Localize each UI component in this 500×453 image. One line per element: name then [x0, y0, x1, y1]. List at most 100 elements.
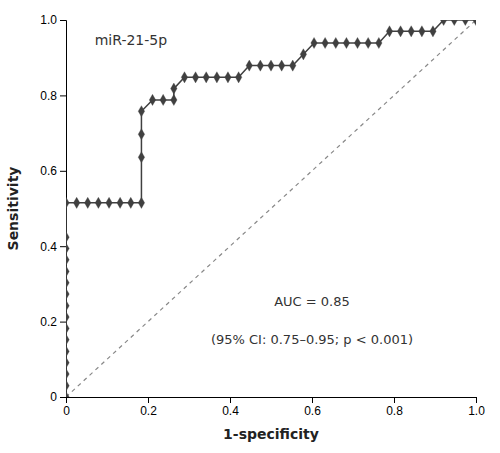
- marker: [149, 94, 155, 105]
- tick-label: 0.6: [40, 164, 57, 178]
- marker: [128, 197, 134, 208]
- marker: [66, 357, 69, 368]
- marker: [419, 26, 425, 37]
- tick: 1.0: [468, 397, 485, 418]
- marker: [257, 60, 263, 71]
- marker: [430, 26, 436, 37]
- marker: [66, 288, 69, 299]
- tick: 0: [50, 390, 66, 404]
- marker: [192, 72, 198, 83]
- marker: [376, 37, 382, 48]
- marker: [440, 20, 446, 26]
- tick-label: 1.0: [40, 13, 57, 27]
- marker: [95, 197, 101, 208]
- marker: [138, 106, 144, 117]
- tick: 0.6: [40, 164, 66, 178]
- marker: [386, 26, 392, 37]
- marker: [66, 334, 69, 345]
- marker: [85, 197, 91, 208]
- marker: [106, 197, 112, 208]
- tick-mark: [60, 20, 66, 21]
- tick: 0.2: [40, 315, 66, 329]
- tick: 0.4: [40, 240, 66, 254]
- marker: [66, 380, 69, 391]
- marker: [66, 266, 69, 277]
- marker: [451, 20, 457, 26]
- tick: 1.0: [40, 13, 66, 27]
- axis-domain: [60, 21, 67, 398]
- marker: [160, 94, 166, 105]
- annotation: miR-21-5p: [95, 32, 168, 48]
- tick-mark: [60, 95, 66, 96]
- marker: [235, 72, 241, 83]
- marker: [66, 323, 69, 334]
- marker: [408, 26, 414, 37]
- tick: 0.4: [222, 397, 239, 418]
- marker: [203, 72, 209, 83]
- tick: 0.2: [140, 397, 157, 418]
- marker: [66, 311, 69, 322]
- marker: [66, 243, 69, 254]
- series: [66, 20, 476, 397]
- tick-mark: [148, 397, 149, 403]
- annotations: miR-21-5p AUC = 0.85 (95% CI: 0.75–0.95; p…: [95, 32, 413, 346]
- series: [66, 20, 476, 397]
- marker: [268, 60, 274, 71]
- tick: 0: [63, 397, 70, 418]
- plot-area: 0 0.2 0.4 0.6 0.8 1.0 0 0.2 0.4 0.6 0.8 1.0 miR-21-5…: [40, 13, 485, 417]
- tick-mark: [60, 397, 66, 398]
- marker: [343, 37, 349, 48]
- x-axis-title: 1-specificity: [223, 426, 319, 442]
- tick-mark: [60, 322, 66, 323]
- marks: [66, 20, 476, 397]
- axis-domain: [67, 398, 477, 404]
- tick-mark: [230, 397, 231, 403]
- y-axis-title: Sensitivity: [5, 167, 21, 251]
- line: [66, 20, 476, 397]
- marker: [138, 152, 144, 163]
- marker: [290, 60, 296, 71]
- tick: 0.6: [304, 397, 321, 418]
- marker: [171, 94, 177, 105]
- marker: [66, 391, 69, 397]
- marker: [333, 37, 339, 48]
- marker: [117, 197, 123, 208]
- line: [66, 20, 476, 397]
- tick-label: 0: [63, 404, 70, 418]
- tick-mark: [394, 397, 395, 403]
- marker: [66, 197, 69, 208]
- marker: [354, 37, 360, 48]
- marker: [322, 37, 328, 48]
- annotation: (95% CI: 0.75–0.95; p < 0.001): [211, 332, 413, 347]
- tick-label: 0.2: [40, 315, 57, 329]
- tick-label: 0.4: [222, 404, 239, 418]
- annotation: AUC = 0.85: [274, 294, 350, 309]
- x-axis: 0 0.2 0.4 0.6 0.8 1.0: [63, 397, 485, 418]
- tick-label: 0.8: [40, 89, 57, 103]
- marker: [214, 72, 220, 83]
- tick-mark: [60, 171, 66, 172]
- marker: [311, 37, 317, 48]
- marker: [365, 37, 371, 48]
- tick-mark: [312, 397, 313, 403]
- y-axis: 0 0.2 0.4 0.6 0.8 1.0: [40, 13, 66, 404]
- tick-mark: [60, 246, 66, 247]
- marker: [66, 232, 69, 243]
- chart: 0 0.2 0.4 0.6 0.8 1.0 0 0.2 0.4 0.6 0.8 1.0 miR-21-5…: [0, 0, 500, 453]
- marker: [473, 20, 476, 26]
- tick-label: 0.6: [304, 404, 321, 418]
- tick: 0.8: [40, 89, 66, 103]
- tick-mark: [476, 397, 477, 403]
- marker: [66, 254, 69, 265]
- marker: [278, 60, 284, 71]
- marker: [300, 49, 306, 60]
- marker: [66, 346, 69, 357]
- tick-label: 0.8: [386, 404, 403, 418]
- tick-label: 0.4: [40, 240, 57, 254]
- marker: [138, 197, 144, 208]
- tick-label: 1.0: [468, 404, 485, 418]
- marker: [73, 197, 79, 208]
- marker: [225, 72, 231, 83]
- tick-label: 0: [50, 390, 57, 404]
- marker: [171, 83, 177, 94]
